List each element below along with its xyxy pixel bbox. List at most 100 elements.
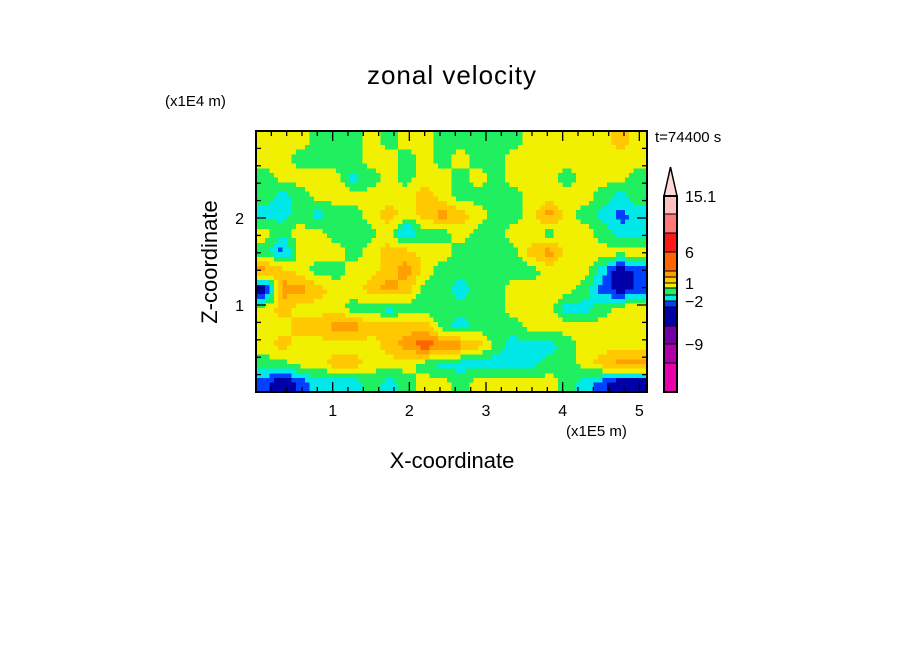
heatmap-cell: [584, 298, 590, 305]
heatmap-cell: [393, 140, 399, 146]
heatmap-cell: [549, 131, 555, 137]
heatmap-cell: [295, 210, 302, 216]
heatmap-cell: [256, 252, 262, 258]
heatmap-cell: [358, 247, 364, 253]
heatmap-cell: [384, 196, 390, 202]
heatmap-cell: [304, 298, 310, 305]
heatmap-cell: [584, 368, 590, 374]
heatmap-cell: [415, 172, 421, 179]
heatmap-cell: [398, 326, 404, 333]
heatmap-cell: [424, 200, 430, 207]
heatmap-cell: [549, 359, 555, 365]
heatmap-cell: [438, 373, 444, 379]
heatmap-cell: [411, 140, 417, 146]
heatmap-cell: [558, 326, 564, 333]
heatmap-cell: [304, 228, 310, 235]
heatmap-cell: [402, 247, 408, 253]
heatmap-cell: [620, 205, 626, 211]
heatmap-cell: [575, 289, 581, 295]
heatmap-cell: [495, 364, 501, 370]
heatmap-cell: [593, 186, 599, 193]
heatmap-cell: [327, 182, 333, 188]
heatmap-cell: [558, 177, 564, 183]
heatmap-cell: [593, 214, 599, 221]
heatmap-cell: [264, 261, 270, 267]
heatmap-cell: [464, 261, 470, 267]
heatmap-cell: [375, 294, 382, 300]
heatmap-cell: [287, 224, 293, 230]
heatmap-cell: [398, 238, 404, 244]
heatmap-cell: [407, 294, 413, 300]
heatmap-cell: [638, 140, 644, 146]
heatmap-cell: [295, 131, 302, 137]
heatmap-cell: [304, 364, 310, 370]
heatmap-cell: [389, 154, 395, 160]
heatmap-cell: [353, 196, 359, 202]
heatmap-cell: [522, 284, 528, 291]
heatmap-cell: [611, 364, 617, 370]
heatmap-cell: [264, 303, 270, 309]
heatmap-cell: [398, 336, 404, 342]
heatmap-cell: [353, 205, 359, 211]
heatmap-cell: [340, 308, 346, 314]
heatmap-cell: [527, 214, 533, 221]
heatmap-cell: [433, 182, 439, 188]
heatmap-cell: [447, 368, 453, 374]
heatmap-cell: [620, 298, 626, 305]
heatmap-cell: [540, 354, 546, 360]
heatmap-cell: [624, 266, 630, 272]
heatmap-cell: [495, 219, 501, 225]
heatmap-cell: [313, 298, 319, 305]
heatmap-cell: [318, 322, 324, 328]
heatmap-cell: [278, 233, 284, 239]
heatmap-cell: [633, 256, 639, 263]
heatmap-cell: [620, 345, 626, 351]
heatmap-cell: [340, 345, 346, 351]
heatmap-cell: [620, 177, 626, 183]
heatmap-cell: [447, 219, 453, 225]
heatmap-cell: [331, 270, 337, 277]
heatmap-cell: [260, 382, 266, 388]
heatmap-cell: [513, 270, 519, 277]
heatmap-cell: [309, 331, 315, 337]
heatmap-cell: [313, 270, 319, 277]
heatmap-cell: [455, 219, 461, 225]
heatmap-cell: [389, 182, 395, 188]
heatmap-cell: [562, 219, 568, 225]
heatmap-cell: [535, 317, 541, 323]
heatmap-cell: [642, 312, 648, 319]
heatmap-cell: [487, 373, 493, 379]
heatmap-cell: [420, 336, 426, 342]
heatmap-cell: [309, 233, 315, 239]
heatmap-cell: [313, 158, 319, 165]
heatmap-cell: [424, 326, 430, 333]
heatmap-cell: [433, 326, 439, 333]
heatmap-cell: [624, 326, 630, 333]
heatmap-cell: [380, 182, 386, 188]
heatmap-cell: [455, 280, 461, 286]
heatmap-cell: [575, 350, 581, 356]
heatmap-cell: [531, 326, 537, 333]
heatmap-cell: [269, 247, 275, 253]
heatmap-cell: [513, 219, 519, 225]
heatmap-cell: [642, 168, 648, 174]
heatmap-cell: [304, 308, 310, 314]
heatmap-cell: [624, 256, 630, 263]
heatmap-cell: [527, 182, 533, 188]
heatmap-cell: [447, 238, 453, 244]
heatmap-cell: [482, 135, 488, 141]
heatmap-cell: [562, 242, 568, 249]
heatmap-field: [256, 131, 648, 393]
heatmap-cell: [540, 270, 546, 277]
heatmap-cell: [340, 252, 346, 258]
heatmap-cell: [615, 345, 621, 351]
heatmap-cell: [295, 387, 302, 393]
heatmap-cell: [633, 345, 639, 351]
heatmap-cell: [469, 256, 475, 263]
heatmap-cell: [549, 312, 555, 319]
heatmap-cell: [371, 186, 377, 193]
heatmap-cell: [518, 322, 524, 328]
heatmap-cell: [460, 135, 466, 141]
heatmap-cell: [593, 387, 599, 393]
heatmap-cell: [309, 270, 315, 277]
